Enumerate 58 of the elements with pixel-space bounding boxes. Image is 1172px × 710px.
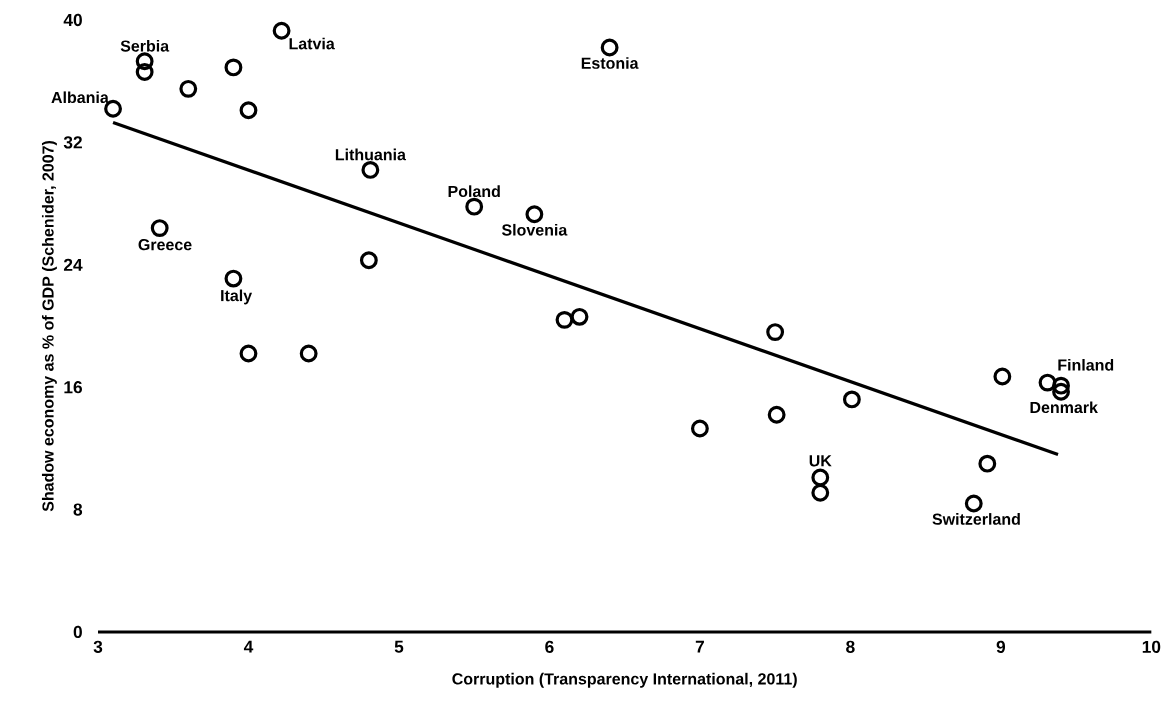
annotation: Lithuania [335,148,407,161]
x-tick-label: 6 [545,640,554,653]
x-tick-label: 5 [394,640,404,653]
annotation: Serbia [120,39,170,52]
point [690,419,709,438]
annotation: Denmark [1030,401,1098,414]
annotation: Albania [51,91,109,104]
y-tick-label: 32 [63,136,82,149]
point [766,323,785,342]
x-axis-title: Corruption (Transparency International, 2011) [452,672,797,688]
y-tick-label: 24 [63,258,83,271]
point [964,494,983,513]
point [525,205,544,224]
point [1052,376,1070,395]
point [224,269,243,288]
x-tick-label: 3 [93,640,103,653]
point [361,161,380,179]
annotation: Estonia [581,57,639,69]
point [359,251,378,270]
point [239,101,258,120]
annotation: Italy [221,289,253,305]
y-tick-label: 8 [73,503,83,516]
point [570,307,589,326]
annotation: Slovenia [501,223,568,236]
annotation: Latvia [289,37,335,50]
point [1038,373,1057,392]
point [465,197,484,216]
point [811,468,830,487]
y-axis-title: Shadow economy as % of GDP (Schenider, 2007) [41,140,57,512]
point [555,310,574,329]
point [179,79,198,98]
point [239,344,258,363]
x-tick-label: 10 [1142,640,1161,653]
point [1052,382,1070,401]
x-tick-label: 4 [243,640,254,653]
y-tick-label: 40 [63,13,82,27]
point [842,390,861,409]
point [993,367,1012,386]
point [811,483,830,502]
point [224,58,243,77]
x-tick-label: 9 [996,640,1006,653]
point [150,219,169,238]
annotation: UK [809,455,832,467]
annotation: Finland [1058,358,1114,371]
point [767,405,786,424]
annotation: Greece [138,239,192,251]
annotation: Switzerland [932,513,1020,525]
point [135,63,154,81]
y-tick-label: 0 [73,625,82,639]
point [272,21,291,40]
point [978,454,997,473]
point [600,38,619,57]
x-tick-label: 7 [695,640,704,653]
x-tick-label: 8 [846,640,855,653]
y-tick-label: 16 [64,381,82,394]
annotation: Poland [448,185,500,198]
point [135,52,154,71]
point [299,344,318,363]
